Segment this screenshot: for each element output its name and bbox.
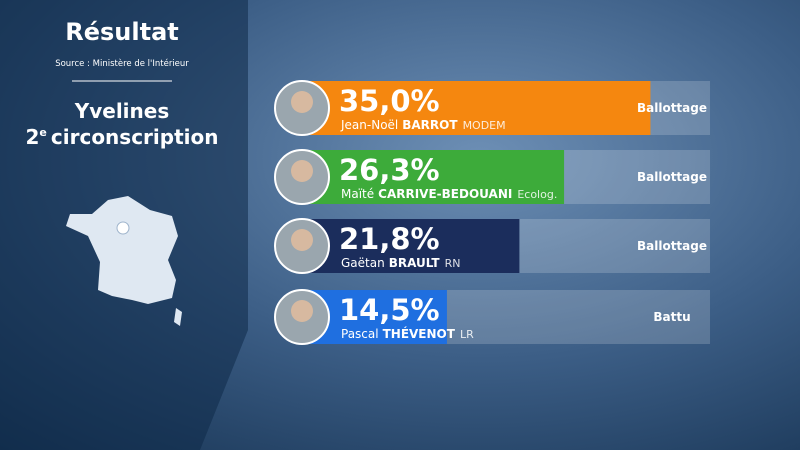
- first-name: Pascal: [341, 327, 379, 341]
- party: LR: [460, 328, 474, 341]
- photo-head: [291, 300, 313, 322]
- photo-head: [291, 160, 313, 182]
- photo-head: [291, 229, 313, 251]
- status: Ballottage: [637, 170, 707, 184]
- status: Ballottage: [637, 239, 707, 253]
- party: RN: [445, 257, 461, 270]
- bar: [303, 219, 520, 273]
- france-map: [66, 196, 178, 304]
- photo-head: [291, 91, 313, 113]
- status: Battu: [653, 310, 690, 324]
- last-name: THÉVENOT: [383, 326, 456, 341]
- district-number: 2: [26, 125, 40, 149]
- value-label: 35,0%: [339, 84, 440, 118]
- value-label: 14,5%: [339, 293, 440, 327]
- last-name: BARROT: [402, 118, 458, 132]
- candidate-name: Jean-Noël BARROT MODEM: [340, 118, 506, 132]
- candidate-name: Gaëtan BRAULT RN: [341, 256, 460, 270]
- candidate-name: Maïté CARRIVE-BEDOUANI Ecolog.: [341, 187, 557, 201]
- value-label: 21,8%: [339, 222, 440, 256]
- first-name: Maïté: [341, 187, 374, 201]
- title: Résultat: [65, 18, 179, 46]
- last-name: BRAULT: [389, 256, 441, 270]
- first-name: Gaëtan: [341, 256, 385, 270]
- value-label: 26,3%: [339, 153, 440, 187]
- party: Ecolog.: [517, 188, 557, 201]
- last-name: CARRIVE-BEDOUANI: [378, 187, 512, 201]
- district-label: circonscription: [51, 125, 219, 149]
- district-suffix: e: [39, 126, 46, 139]
- candidate-name: Pascal THÉVENOT LR: [341, 326, 474, 341]
- region: Yvelines: [74, 99, 170, 123]
- subtitle: Source : Ministère de l'Intérieur: [55, 58, 189, 69]
- status: Ballottage: [637, 101, 707, 115]
- first-name: Jean-Noël: [340, 118, 398, 132]
- bar: [303, 81, 651, 135]
- region-highlight: [116, 221, 130, 235]
- corsica: [174, 308, 182, 326]
- district: 2e circonscription: [26, 125, 219, 149]
- bar: [303, 150, 565, 204]
- party: MODEM: [463, 119, 506, 132]
